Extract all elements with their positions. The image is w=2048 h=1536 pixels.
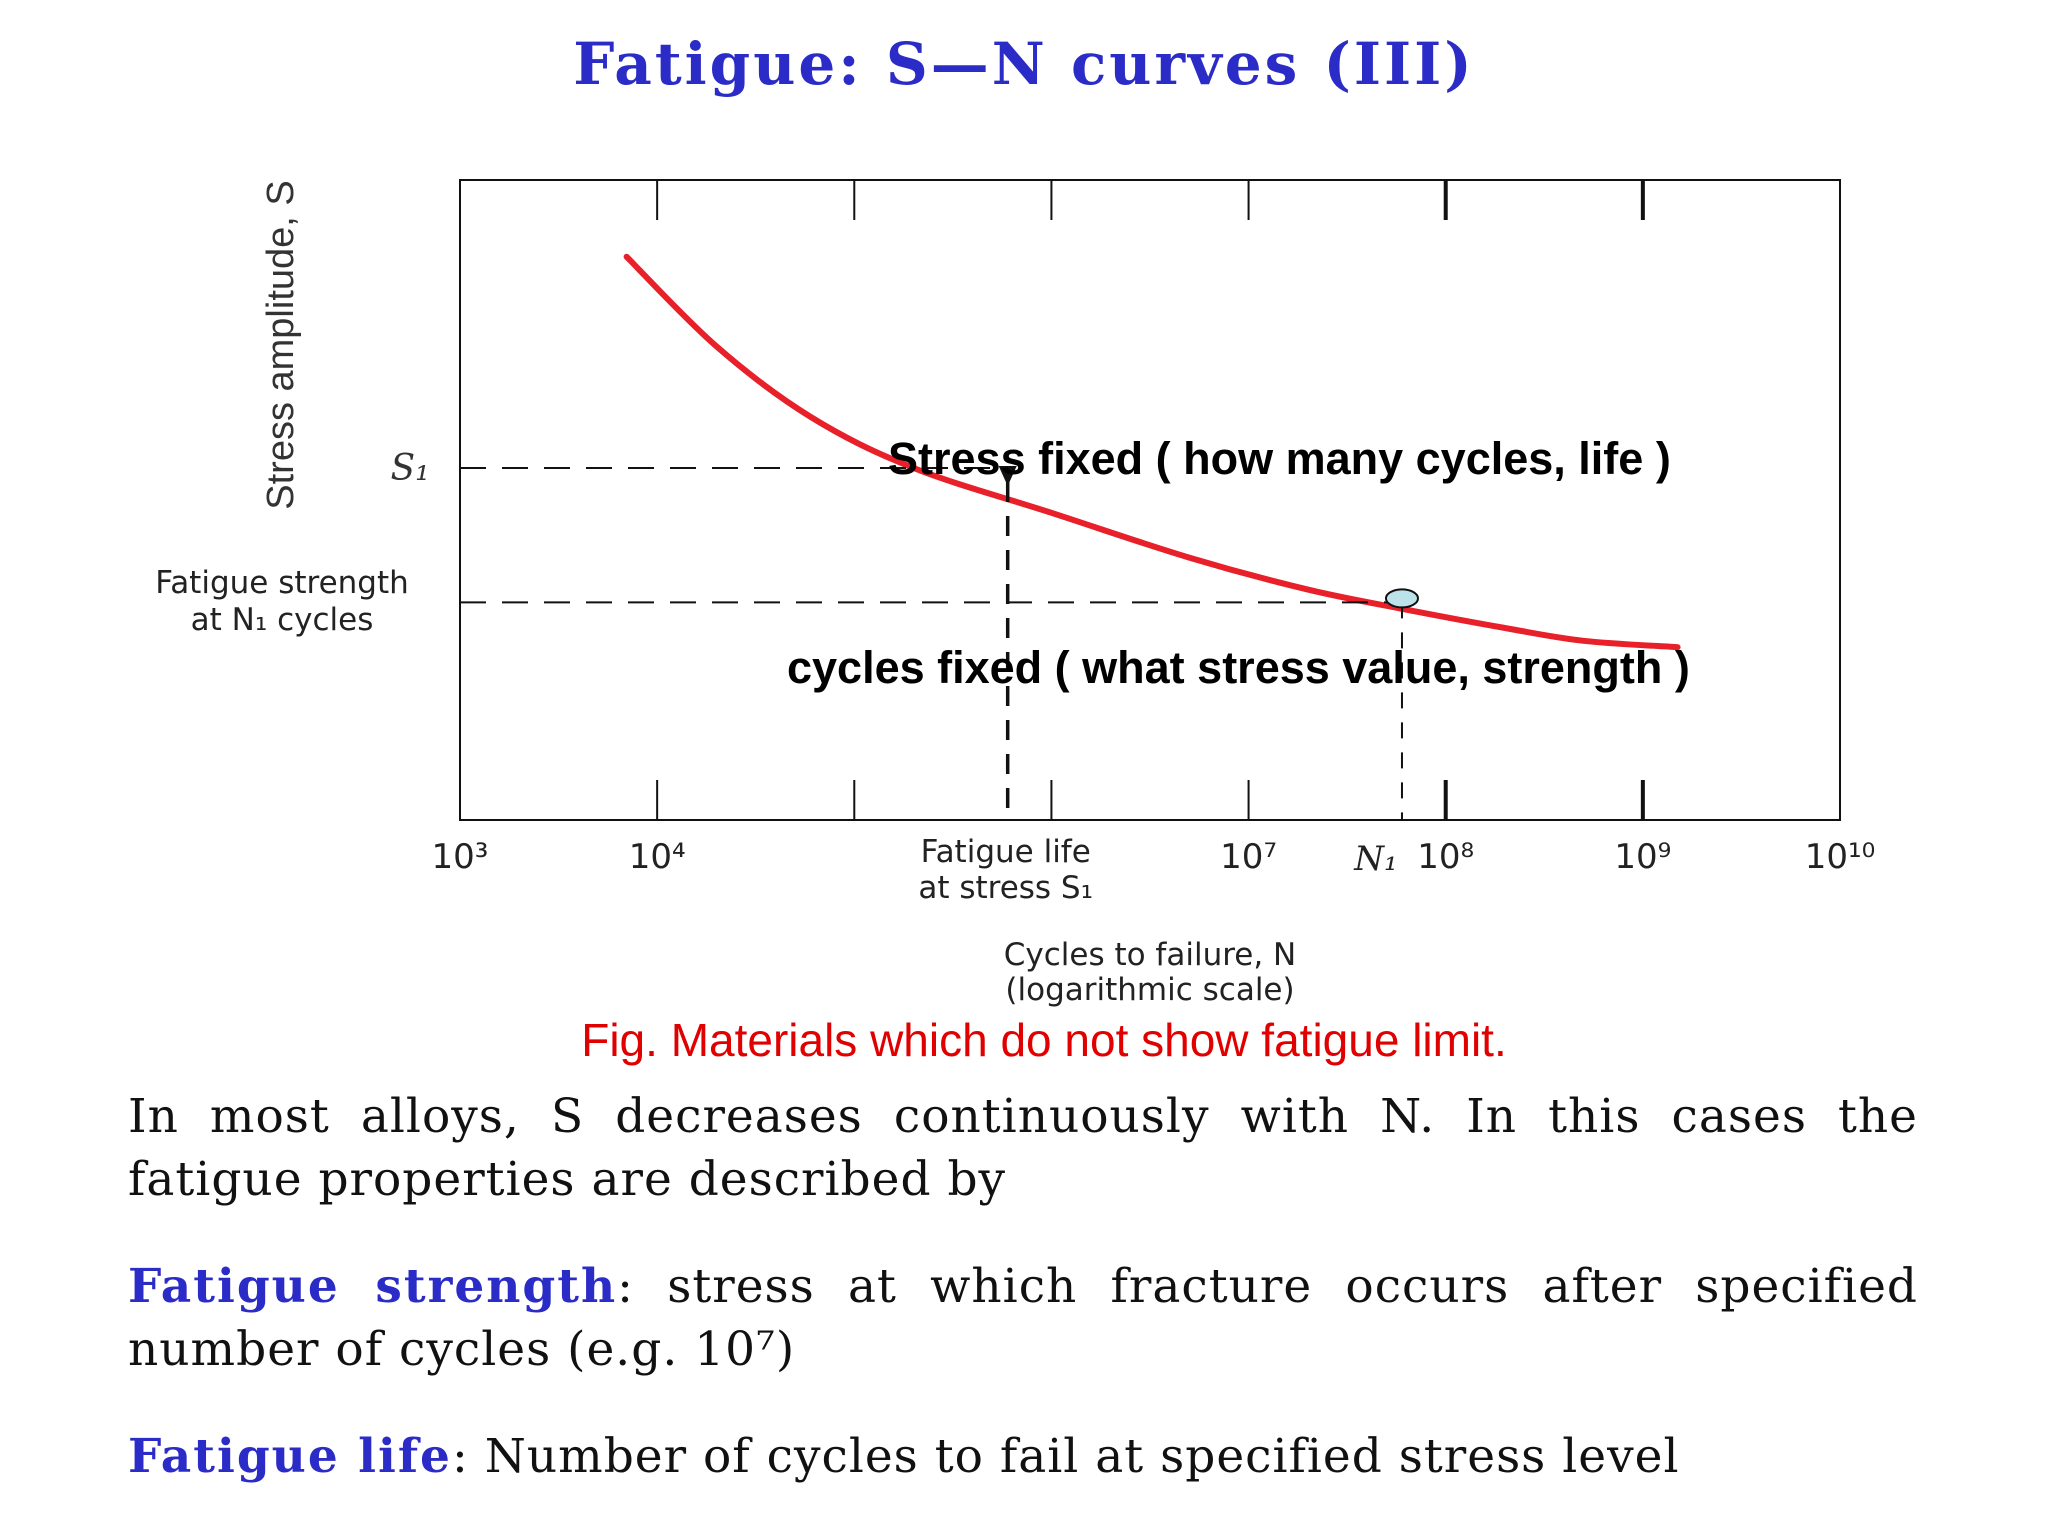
- x-tick-label: 10³: [432, 837, 489, 877]
- fatigue-life-label: Fatigue life: [921, 834, 1091, 870]
- fatigue-strength-label: Fatigue strength: [155, 565, 409, 601]
- x-axis-label-line2: (logarithmic scale): [1005, 972, 1294, 1008]
- x-ticks: [459, 180, 1841, 820]
- plot-frame: [459, 179, 1841, 821]
- x-tick-labels: 10³ 10⁴ 10⁷ 10⁸ 10⁹ 10¹⁰: [432, 837, 1876, 877]
- fatigue-strength-label-line2: at N₁ cycles: [191, 602, 374, 638]
- fatigue-strength-definition: Fatigue strength: stress at which fractu…: [128, 1255, 1918, 1381]
- x-tick-label: 10⁷: [1220, 837, 1277, 877]
- x-axis-label: Cycles to failure, N: [1004, 937, 1297, 973]
- intro-paragraph: In most alloys, S decreases continuously…: [128, 1085, 1918, 1211]
- fatigue-life-text: Number of cycles to fail at specified st…: [484, 1429, 1680, 1484]
- x-tick-label: 10⁹: [1614, 837, 1671, 877]
- sn-chart: 10³ 10⁴ 10⁷ 10⁸ 10⁹ 10¹⁰ S₁ Fatigue strength …: [155, 179, 1876, 1008]
- annotation-stress-fixed: Stress fixed ( how many cycles, life ): [888, 433, 1671, 484]
- y-axis-label: Stress amplitude, S: [260, 180, 302, 509]
- fatigue-strength-separator: :: [617, 1259, 668, 1314]
- page-title: Fatigue: S—N curves (III): [573, 30, 1475, 98]
- fatigue-life-label-line2: at stress S₁: [918, 870, 1093, 906]
- intro-text: In most alloys, S decreases continuously…: [128, 1089, 1918, 1207]
- fatigue-life-definition: Fatigue life: Number of cycles to fail a…: [128, 1425, 1918, 1488]
- x-tick-label: 10⁸: [1417, 837, 1474, 877]
- fatigue-life-separator: :: [451, 1429, 485, 1484]
- figure-caption: Fig. Materials which do not show fatigue…: [581, 1014, 1507, 1066]
- x-tick-label: 10¹⁰: [1805, 837, 1876, 877]
- annotation-cycles-fixed: cycles fixed ( what stress value, streng…: [787, 642, 1690, 693]
- fatigue-life-arrow: [998, 466, 1017, 486]
- fatigue-strength-text: stress at which fracture occurs after sp…: [128, 1259, 1918, 1377]
- sn-curve: [623, 253, 1681, 651]
- n1-label: N₁: [1353, 839, 1397, 879]
- fatigue-life-term: Fatigue life: [128, 1429, 452, 1484]
- x-tick-label: 10⁴: [629, 837, 686, 877]
- fatigue-strength-term: Fatigue strength: [128, 1259, 618, 1314]
- n1-point-marker: [1384, 588, 1419, 609]
- s1-label: S₁: [390, 448, 429, 489]
